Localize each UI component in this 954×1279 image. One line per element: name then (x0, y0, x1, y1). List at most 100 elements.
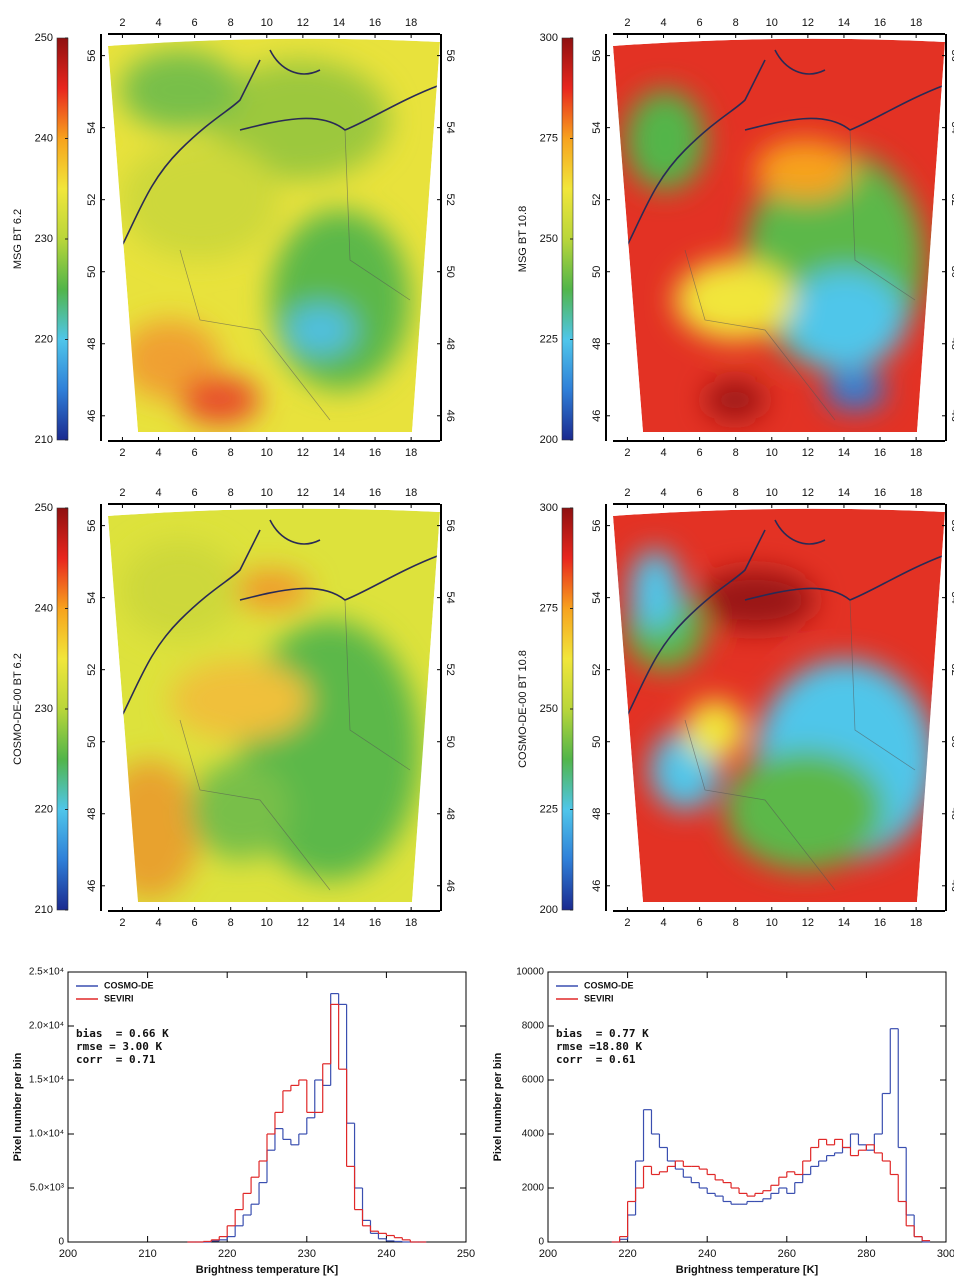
colorbar-label: MSG BT 10.8 (517, 206, 529, 272)
x-tick-label: 14 (838, 917, 850, 929)
map-blob (270, 210, 410, 390)
colorbar-tick-label: 275 (540, 602, 558, 614)
y-tick-label: 50 (949, 736, 954, 748)
legend-label: SEVIRI (584, 993, 614, 1003)
x-tick-label: 14 (333, 17, 345, 29)
x-tick-label: 2 (119, 487, 125, 499)
border (179, 599, 411, 891)
histogram-panel: 200 220 240 260 280 300 0 2000 4000 6000 8000 10000… (492, 967, 954, 1276)
colorbar-tick-label: 220 (35, 803, 53, 815)
colorbar-tick-label: 225 (540, 333, 558, 345)
map-blob (230, 570, 310, 610)
y-tick-label: 4000 (522, 1129, 545, 1140)
y-tick-label: 48 (949, 338, 954, 350)
colorbar-tick-label: 300 (540, 32, 558, 44)
x-tick-label: 4 (155, 917, 161, 929)
x-tick-label: 4 (660, 487, 666, 499)
x-tick-label: 18 (910, 917, 922, 929)
x-tick-label: 14 (333, 447, 345, 459)
x-tick-label: 14 (333, 917, 345, 929)
x-tick-label: 4 (660, 447, 666, 459)
y-tick-label: 2.5×10⁴ (29, 967, 64, 978)
y-tick-label: 5.0×10³ (30, 1183, 65, 1194)
y-tick-label: 54 (444, 122, 456, 134)
colorbar-tick-label: 210 (35, 434, 53, 446)
y-tick-label: 50 (86, 736, 98, 748)
x-tick-label: 10 (766, 447, 778, 459)
x-tick-label: 18 (405, 17, 417, 29)
annotation: bias = 0.66 K (76, 1027, 169, 1040)
y-tick-label: 50 (444, 266, 456, 278)
y-tick-label: 52 (949, 664, 954, 676)
x-tick-label: 240 (377, 1248, 395, 1260)
x-tick-label: 2 (119, 447, 125, 459)
x-tick-label: 10 (261, 17, 273, 29)
x-tick-label: 12 (802, 487, 814, 499)
y-tick-label: 56 (86, 49, 98, 61)
y-tick-label: 52 (86, 194, 98, 206)
x-tick-label: 10 (261, 487, 273, 499)
x-tick-label: 260 (778, 1248, 796, 1260)
x-tick-label: 6 (697, 17, 703, 29)
x-tick-label: 200 (59, 1248, 77, 1260)
x-tick-label: 12 (297, 917, 309, 929)
y-tick-label: 56 (949, 49, 954, 61)
x-tick-label: 2 (624, 917, 630, 929)
colorbar-tick-label: 250 (35, 32, 53, 44)
x-tick-label: 6 (192, 447, 198, 459)
y-tick-label: 52 (591, 194, 603, 206)
y-tick-label: 52 (86, 664, 98, 676)
y-tick-label: 48 (444, 338, 456, 350)
y-tick-label: 56 (444, 519, 456, 531)
annotation: corr = 0.61 (556, 1053, 636, 1066)
y-tick-label: 8000 (522, 1021, 545, 1032)
x-axis-label: Brightness temperature [K] (676, 1264, 819, 1276)
colorbar-tick-label: 225 (540, 803, 558, 815)
y-tick-label: 46 (591, 410, 603, 422)
map-blob (210, 60, 390, 180)
map-blob (190, 760, 290, 860)
x-tick-label: 6 (697, 487, 703, 499)
map-blob (685, 700, 745, 760)
y-tick-label: 52 (444, 194, 456, 206)
y-tick-label: 50 (591, 266, 603, 278)
plot-frame (547, 971, 947, 1243)
x-tick-label: 6 (192, 17, 198, 29)
x-tick-label: 12 (802, 917, 814, 929)
x-tick-label: 230 (298, 1248, 316, 1260)
x-tick-label: 6 (697, 917, 703, 929)
x-tick-label: 16 (369, 17, 381, 29)
map-blobs (625, 90, 925, 420)
x-tick-label: 8 (733, 17, 739, 29)
y-tick-label: 46 (444, 410, 456, 422)
y-tick-label: 46 (949, 410, 954, 422)
x-tick-label: 2 (624, 487, 630, 499)
x-tick-label: 6 (192, 487, 198, 499)
y-tick-label: 10000 (516, 967, 544, 978)
y-tick-label: 50 (86, 266, 98, 278)
colorbar-label: COSMO-DE-00 BT 6.2 (12, 653, 24, 765)
y-tick-label: 48 (444, 808, 456, 820)
x-tick-label: 12 (297, 447, 309, 459)
colorbar-tick-label: 240 (35, 602, 53, 614)
x-tick-label: 2 (624, 17, 630, 29)
colorbar-tick-label: 220 (35, 333, 53, 345)
x-tick-label: 18 (405, 487, 417, 499)
colorbar-tick-label: 210 (35, 904, 53, 916)
map-blob (725, 750, 885, 870)
y-tick-label: 54 (86, 122, 98, 134)
y-tick-label: 50 (591, 736, 603, 748)
x-tick-label: 2 (624, 447, 630, 459)
y-tick-label: 46 (591, 880, 603, 892)
y-tick-label: 46 (949, 880, 954, 892)
x-tick-label: 10 (766, 17, 778, 29)
map-blob (785, 270, 905, 370)
colorbar-label: COSMO-DE-00 BT 10.8 (517, 650, 529, 768)
border (684, 129, 916, 421)
x-tick-label: 6 (697, 447, 703, 459)
x-tick-label: 8 (228, 917, 234, 929)
y-tick-label: 52 (591, 664, 603, 676)
map-blob (285, 305, 355, 355)
